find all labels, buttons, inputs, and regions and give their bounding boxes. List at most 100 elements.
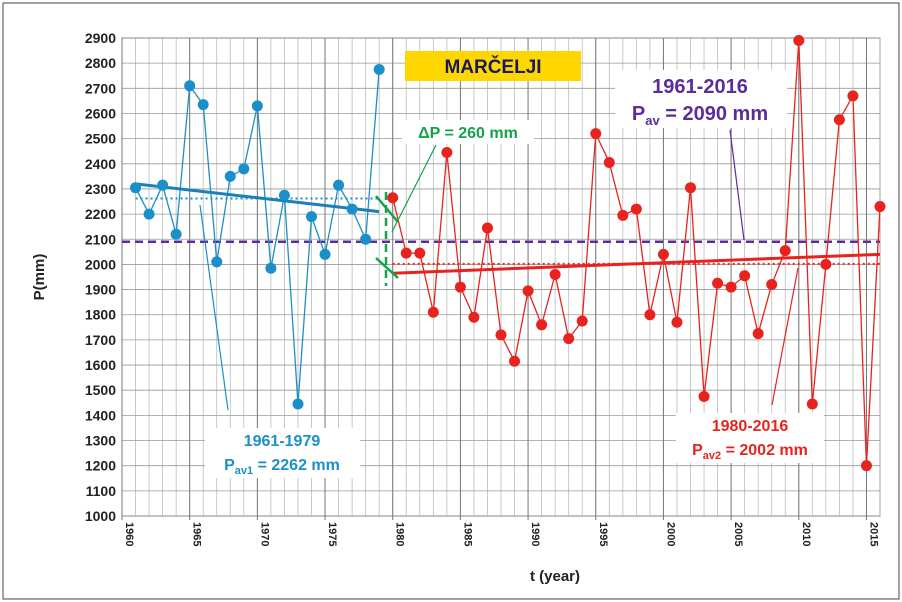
data-point [590, 128, 602, 140]
data-point [766, 279, 778, 291]
data-point [306, 211, 317, 223]
data-point [860, 460, 872, 472]
data-point [197, 99, 209, 111]
annotation: Pav1 = 2262 mm [224, 457, 340, 477]
pointers [199, 129, 799, 411]
annotation-symbol: P [692, 442, 703, 459]
y-tick-label: 2500 [85, 131, 116, 147]
data-point [833, 114, 845, 126]
data-point [387, 192, 399, 204]
data-point [752, 328, 764, 340]
annotation-box [205, 428, 360, 478]
data-point [779, 245, 791, 257]
delta-marker [375, 192, 399, 286]
data-point [698, 391, 710, 402]
x-tick-label: 2015 [867, 522, 879, 546]
x-tick-label: 1970 [258, 522, 270, 546]
data-point [739, 270, 751, 282]
y-tick-label: 1700 [85, 332, 116, 348]
data-point [820, 258, 832, 270]
data-point [644, 309, 656, 321]
data-point [360, 233, 372, 245]
data-point [346, 203, 358, 215]
y-tick-label: 1900 [85, 282, 116, 298]
pointer [729, 129, 745, 241]
y-tick-label: 1300 [85, 433, 116, 449]
data-point [806, 398, 818, 410]
y-tick-label: 2700 [85, 80, 116, 96]
y-tick-label: 2800 [85, 55, 116, 71]
y-tick-label: 2200 [85, 206, 116, 222]
x-tick-label: 1965 [191, 522, 203, 546]
y-tick-label: 1400 [85, 407, 116, 423]
pointer [199, 204, 229, 411]
y-tick-label: 2400 [85, 156, 116, 172]
data-point [333, 179, 345, 191]
data-point [130, 182, 142, 194]
data-point [603, 157, 615, 169]
data-point [671, 316, 683, 328]
trend-line [392, 252, 881, 275]
x-tick-label: 1990 [529, 522, 541, 546]
annotation: ΔP = 260 mm [418, 125, 518, 142]
y-tick-label: 1600 [85, 357, 116, 373]
annotation-box [615, 70, 787, 128]
data-point [454, 281, 466, 293]
y-tick-label: 1200 [85, 458, 116, 474]
data-point [536, 319, 548, 331]
data-point [481, 222, 493, 234]
annotation-symbol: P [224, 457, 235, 474]
data-point [549, 268, 561, 280]
y-tick-label: 2000 [85, 256, 116, 272]
data-point [414, 247, 426, 259]
annotation: 1980-2016 [712, 418, 789, 435]
annotation: 1961-1979 [244, 433, 321, 450]
y-tick-label: 2100 [85, 231, 116, 247]
annotation-box [676, 413, 824, 463]
data-point [265, 262, 277, 274]
data-point [685, 182, 696, 194]
annotation: Pav = 2090 mm [632, 103, 768, 128]
data-point [157, 179, 169, 191]
data-point [319, 248, 331, 260]
data-point [292, 398, 304, 410]
annotation-value: = 2262 mm [253, 457, 340, 474]
x-tick-label: 2010 [800, 522, 812, 546]
x-tick-label: 1985 [461, 522, 473, 546]
data-point [617, 209, 629, 221]
data-point [793, 35, 805, 47]
x-tick-label: 2005 [732, 522, 744, 546]
data-point [522, 285, 534, 297]
data-point [712, 277, 724, 289]
data-point [170, 228, 182, 240]
y-tick-label: 1500 [85, 382, 116, 398]
delta-arrow [375, 257, 399, 279]
data-point [630, 203, 642, 215]
x-tick-label: 1960 [123, 522, 135, 546]
data-point [509, 355, 521, 367]
marks [122, 35, 886, 472]
trend-line [135, 182, 380, 214]
data-point [725, 281, 737, 293]
data-point [657, 248, 669, 260]
data-point [874, 201, 886, 213]
x-axis-label: t (year) [530, 568, 580, 585]
chart-title: MARČELJI [444, 56, 541, 78]
annotation-symbol: P [632, 103, 645, 125]
y-axis-label: P(mm) [31, 254, 48, 301]
delta-arrow [375, 195, 399, 223]
y-tick-label: 1000 [85, 508, 116, 524]
annotation-value: = 2090 mm [660, 103, 768, 125]
data-point [373, 63, 385, 75]
x-tick-label: 1975 [326, 522, 338, 546]
data-point [495, 329, 507, 341]
annotation-sub: av2 [703, 450, 721, 462]
y-tick-label: 2900 [85, 30, 116, 46]
x-tick-label: 1995 [597, 522, 609, 546]
annotation-box [402, 120, 534, 144]
annotation-sub: av [645, 113, 660, 128]
data-point [251, 100, 263, 112]
title-box [405, 51, 581, 81]
data-point [184, 80, 196, 92]
data-point [224, 170, 236, 182]
